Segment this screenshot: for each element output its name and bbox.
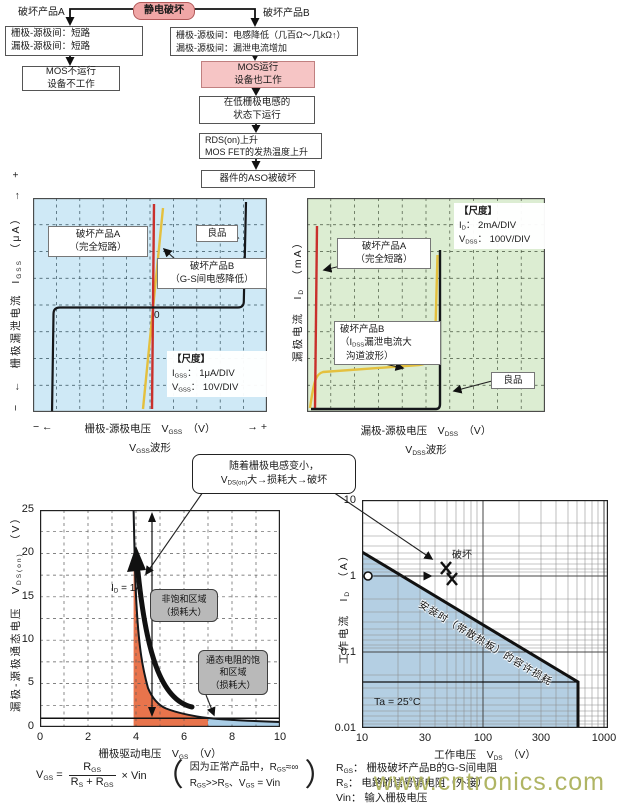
green-label-product-a: 破坏产品A （完全短路） xyxy=(337,238,431,269)
y-tick: 10 xyxy=(343,494,356,506)
good-product-trace xyxy=(50,201,248,412)
x-tick: 0 xyxy=(36,731,44,743)
green-y-axis-label: 漏极电流 ID （mA） xyxy=(292,235,305,362)
root-node-esd-damage: 静电破坏 xyxy=(133,2,195,20)
flow-box-a2: MOS不运行 设备不工作 xyxy=(22,66,120,91)
flow-box-b5: 器件的ASO被破坏 xyxy=(201,170,315,188)
damage-label: 破坏 xyxy=(452,550,472,561)
flow-box-b3: 在低栅极电感的 状态下运行 xyxy=(199,96,315,124)
axis-pos-icon: → + xyxy=(247,421,267,433)
log-major-grid xyxy=(362,500,608,728)
branch-b-label: 破坏产品B xyxy=(263,8,310,19)
non-saturation-region-label: 非饱和区域 （损耗大） xyxy=(150,589,218,622)
x-tick: 8 xyxy=(228,731,236,743)
y-tick: 15 xyxy=(21,590,34,602)
vgs-chart-y-axis-label: 漏极-源极通态电压 VDS(on) （V） xyxy=(10,511,23,712)
damage-x-icon xyxy=(440,561,452,575)
watermark: www.cntronics.com xyxy=(374,768,605,796)
callout-gate-resistance: 随着栅极电感变小， VDS(on)大→损耗大→破坏 xyxy=(192,454,356,494)
green-label-product-b: 破坏产品B （IDSS漏泄电流大 沟道波形） xyxy=(334,321,441,366)
blue-x-axis-label: − ← 栅极-源极电压 VGSS （V） → + xyxy=(33,421,267,436)
operating-point-marker xyxy=(363,571,373,581)
flow-box-b1: 栅极-源极间：电感降低（几百Ω～几kΩ↑） 漏极-源极间：漏泄电流增加 xyxy=(170,27,358,56)
x-tick: 1000 xyxy=(591,732,617,744)
blue-y-axis-label: − ← 栅极漏泄电流 IGSS （μA） → + xyxy=(10,169,23,411)
log-minor-grid-y xyxy=(362,522,608,725)
flow-box-a1: 栅极-源极间：短路 漏极-源极间：短路 xyxy=(5,26,143,56)
blue-caption: VGSS波形 xyxy=(129,442,171,455)
good-product-trace xyxy=(311,250,442,411)
ta-label: Ta = 25°C xyxy=(374,696,421,708)
formula-note: 因为正常产品中，RGS≈∞ RGS>>RS、VGS = Vin xyxy=(189,762,299,790)
flow-box-b4: RDS(on)上升 MOS FET的发热温度上升 xyxy=(199,133,322,159)
x-tick: 2 xyxy=(84,731,92,743)
green-caption: VDSS波形 xyxy=(405,444,447,457)
blue-label-product-b: 破坏产品B （G-S间电感降低） xyxy=(157,258,267,289)
x-tick: 10 xyxy=(273,731,287,743)
x-tick: 100 xyxy=(473,732,493,744)
vgs-chart-x-axis-label: 栅极驱动电压 VGS （V） xyxy=(98,748,222,761)
y-tick: 10 xyxy=(21,633,34,645)
axis-arrow-icon: → xyxy=(10,188,22,202)
legend-rs: RS： 电路的信号源电阻（外接） xyxy=(336,777,488,790)
id-1a-annotation: ID = 1A xyxy=(111,583,142,595)
x-tick: 10 xyxy=(355,732,369,744)
vgs-formula: VGS = RGS RS + RGS × Vin （ 因为正常产品中，RGS≈∞… xyxy=(36,758,336,793)
y-tick: 1 xyxy=(349,570,356,582)
green-x-axis-label: 漏极-源极电压 VDSS （V） xyxy=(360,425,492,438)
close-paren-icon: ） xyxy=(304,758,336,793)
damage-x-icon xyxy=(446,572,458,586)
legend-vin: Vin： 输入栅极电压 xyxy=(336,792,428,804)
aso-y-axis-label: 工作电流 ID （A） xyxy=(338,548,351,664)
blue-label-good: 良品 xyxy=(196,225,238,243)
x-tick: 300 xyxy=(531,732,551,744)
x-tick: 4 xyxy=(132,731,140,743)
flow-box-b2: MOS运行 设备也工作 xyxy=(201,61,315,88)
aso-chart xyxy=(362,500,608,728)
axis-neg-icon: − ← xyxy=(33,421,53,433)
x-tick: 30 xyxy=(418,732,432,744)
branch-a-label: 破坏产品A xyxy=(18,7,65,18)
y-tick: 20 xyxy=(21,546,34,558)
y-tick: 0 xyxy=(27,720,34,732)
aso-boundary-line xyxy=(362,550,580,728)
saturation-region-label: 通态电阻的饱 和区域 （损耗大） xyxy=(198,650,268,695)
axis-arrow-icon: ← xyxy=(10,379,22,392)
blue-zero-label: 0 xyxy=(154,310,160,321)
blue-scale-box: 【尺度】 IGSS： 1μA/DIV VGSS： 10V/DIV xyxy=(167,351,274,398)
legend-rgs: RGS： 栅极破坏产品B的G-S间电阻 xyxy=(336,762,498,775)
open-paren-icon: （ xyxy=(152,758,184,793)
product-a-trace xyxy=(313,225,319,410)
y-tick: 0.01 xyxy=(334,722,356,734)
green-label-good: 良品 xyxy=(491,372,535,390)
x-tick: 6 xyxy=(180,731,188,743)
aso-x-axis-label: 工作电压 VDS （V） xyxy=(434,749,536,762)
y-tick: 0.1 xyxy=(340,646,356,658)
y-tick: 25 xyxy=(21,503,34,515)
y-tick: 5 xyxy=(27,676,34,688)
blue-label-product-a: 破坏产品A （完全短路） xyxy=(48,226,148,257)
formula-fraction: RGS RS + RGS xyxy=(68,760,116,789)
green-scale-box: 【尺度】 ID： 2mA/DIV VDSS： 100V/DIV xyxy=(454,203,557,250)
